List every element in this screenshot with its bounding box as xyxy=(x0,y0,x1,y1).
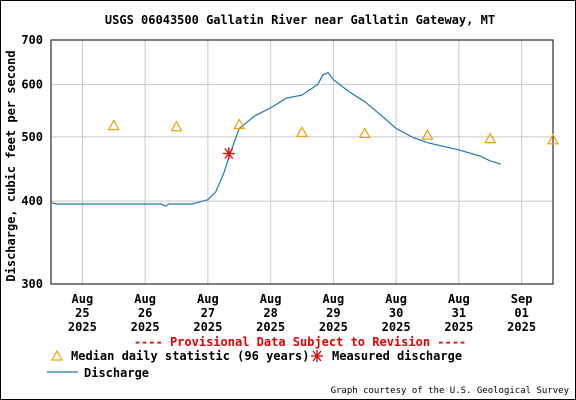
x-axis-ticks: Aug252025Aug262025Aug272025Aug282025Aug2… xyxy=(68,292,536,334)
median-markers xyxy=(107,118,560,145)
legend-label-median: Median daily statistic (96 years) xyxy=(71,349,309,363)
median-marker xyxy=(233,118,246,130)
median-marker xyxy=(295,126,309,137)
plot-area xyxy=(50,39,554,285)
x-tick-label: 29 xyxy=(326,306,340,320)
chart-title: USGS 06043500 Gallatin River near Gallat… xyxy=(105,13,495,27)
median-marker xyxy=(546,133,560,145)
discharge-series-line xyxy=(50,71,501,207)
x-tick-label: 25 xyxy=(75,306,89,320)
x-tick-label: Aug xyxy=(385,292,407,306)
x-tick-label: 2025 xyxy=(193,320,222,334)
y-tick-label: 400 xyxy=(21,194,43,208)
legend-label-discharge: Discharge xyxy=(84,366,149,380)
x-tick-label: 27 xyxy=(201,306,215,320)
x-tick-label: 30 xyxy=(389,306,403,320)
x-tick-label: Aug xyxy=(134,292,156,306)
median-marker xyxy=(170,120,183,132)
grid xyxy=(51,40,553,284)
y-axis-label: Discharge, cubic feet per second xyxy=(4,50,18,281)
legend: Median daily statistic (96 years) Measur… xyxy=(47,349,462,380)
x-tick-label: Aug xyxy=(197,292,219,306)
x-tick-label: 28 xyxy=(263,306,277,320)
x-tick-label: Aug xyxy=(260,292,282,306)
x-tick-label: 2025 xyxy=(382,320,411,334)
x-tick-label: Aug xyxy=(323,292,345,306)
measured-marker xyxy=(222,147,235,160)
x-tick-label: Aug xyxy=(72,292,94,306)
median-marker xyxy=(484,132,497,144)
x-tick-label: 2025 xyxy=(444,320,473,334)
median-marker xyxy=(421,128,434,140)
x-tick-label: 2025 xyxy=(68,320,97,334)
x-tick-label: 31 xyxy=(452,306,466,320)
x-tick-label: Aug xyxy=(448,292,470,306)
x-tick-label: 26 xyxy=(138,306,152,320)
y-tick-label: 500 xyxy=(21,130,43,144)
x-tick-label: 2025 xyxy=(507,320,536,334)
x-tick-label: 2025 xyxy=(131,320,160,334)
y-axis-ticks: 300 400 500 600 700 xyxy=(21,33,43,291)
y-tick-label: 300 xyxy=(21,277,43,291)
x-tick-label: 01 xyxy=(514,306,528,320)
median-marker xyxy=(107,119,120,131)
median-marker xyxy=(358,127,371,139)
legend-triangle-icon xyxy=(50,349,64,361)
legend-label-measured: Measured discharge xyxy=(332,349,462,363)
y-tick-label: 600 xyxy=(21,77,43,91)
x-tick-label: 2025 xyxy=(319,320,348,334)
x-tick-label: 2025 xyxy=(256,320,285,334)
legend-asterisk-icon xyxy=(311,350,323,362)
measured-markers xyxy=(222,147,235,160)
y-tick-label: 700 xyxy=(21,33,43,47)
credit-text: Graph courtesy of the U.S. Geological Su… xyxy=(331,386,570,396)
provisional-note: ---- Provisional Data Subject to Revisio… xyxy=(134,335,466,349)
x-tick-label: Sep xyxy=(511,292,533,306)
